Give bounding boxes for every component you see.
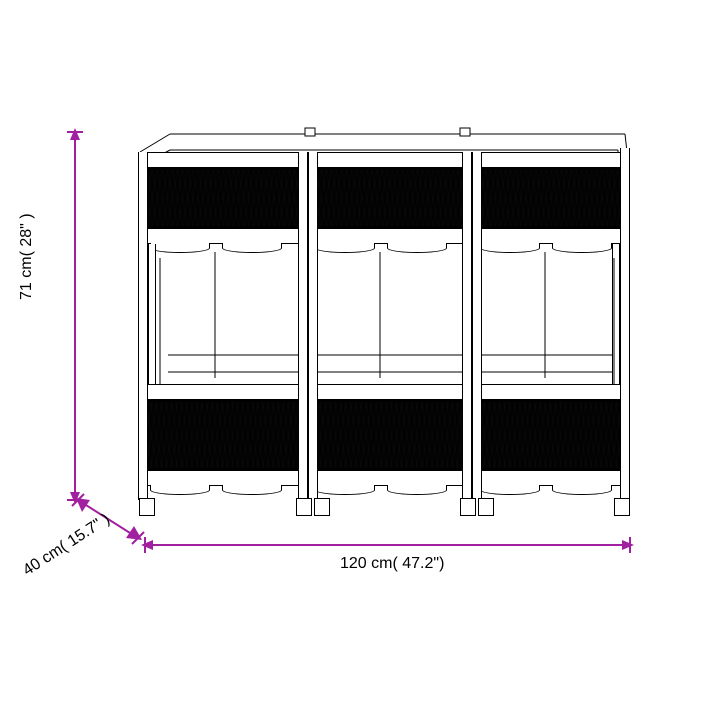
dimension-height-label: 71 cm( 28" )	[18, 213, 36, 300]
diagram-stage: 71 cm( 28" ) 40 cm( 15.7" ) 120 cm( 47.2…	[0, 0, 720, 720]
dimension-width-label: 120 cm( 47.2")	[340, 555, 444, 573]
dimension-lines	[0, 0, 720, 720]
